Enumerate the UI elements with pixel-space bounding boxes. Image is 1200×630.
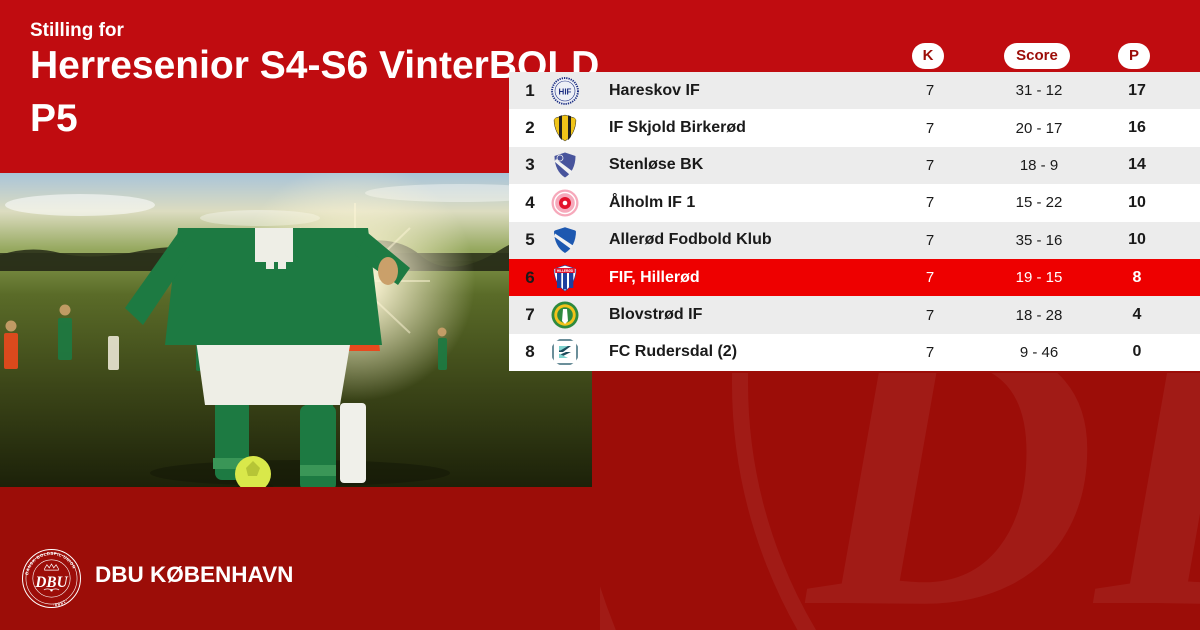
svg-text:DBU: DBU [801,373,1200,630]
svg-text:·1889·: ·1889· [52,598,68,608]
svg-text:DBU: DBU [34,574,68,591]
